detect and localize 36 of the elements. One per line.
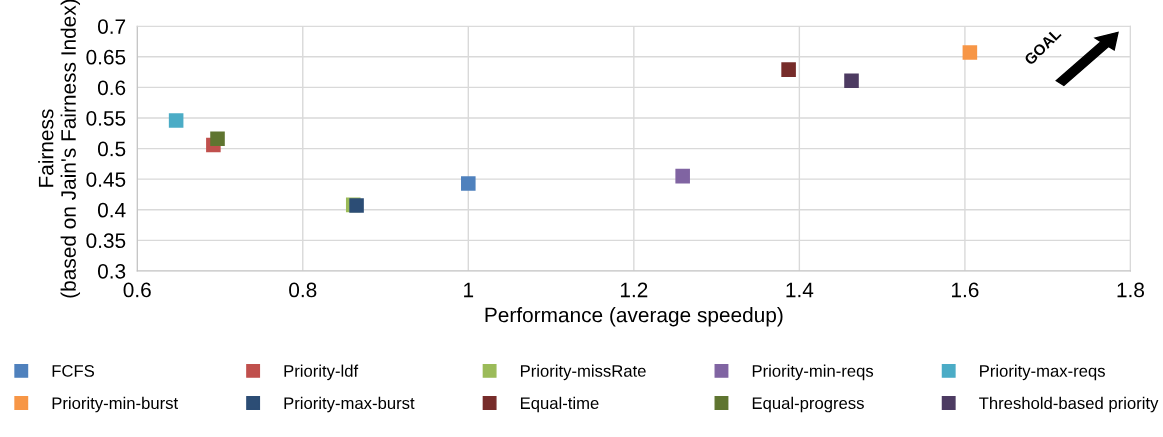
- x-tick-label: 1.6: [952, 282, 979, 298]
- legend-label: FCFS: [52, 365, 95, 377]
- point: [210, 131, 225, 147]
- x-tick-label: 1.2: [620, 282, 648, 298]
- point: [962, 45, 978, 60]
- legend-label: Equal-progress: [752, 396, 864, 413]
- y-tick-label: 0.5: [97, 141, 126, 157]
- point: [675, 168, 690, 184]
- legend-label: Equal-time: [520, 396, 599, 413]
- legend-label: Priority-ldf: [284, 364, 359, 381]
- legend-label: Priority-max-reqs: [980, 364, 1105, 381]
- y-tick-label: 0.45: [86, 172, 126, 187]
- y-tick-label: 0.6: [97, 80, 126, 96]
- x-tick-label: 0.8: [289, 282, 317, 298]
- y-tick-label: 0.4: [97, 202, 126, 218]
- y-tick-label: 0.55: [86, 110, 126, 126]
- point: [781, 62, 796, 77]
- legend-label: Priority-min-reqs: [752, 364, 874, 381]
- y-tick-label: 0.35: [86, 233, 126, 249]
- x-tick-label: 0.6: [123, 282, 151, 298]
- legend-label: Priority-missRate: [520, 364, 646, 381]
- legend-label: Threshold-based priority: [979, 396, 1159, 413]
- point: [844, 73, 859, 88]
- x-tick-label: 1.4: [786, 282, 814, 298]
- point: [461, 176, 476, 191]
- x-tick-label: 1.8: [1117, 282, 1145, 298]
- point: [168, 113, 184, 128]
- x-tick-label: 1: [464, 282, 474, 298]
- point: [349, 198, 364, 213]
- y-tick-label: 0.65: [86, 49, 126, 65]
- y-tick-label: 0.7: [97, 19, 126, 34]
- legend-label: Priority-min-burst: [52, 396, 179, 413]
- legend-label: Priority-max-burst: [284, 396, 415, 413]
- y-tick-label: 0.3: [97, 263, 126, 279]
- y-axis-title: Fairness (based on Jain's Fairness Index): [38, 0, 81, 298]
- x-axis-title: Performance (average speedup): [485, 307, 783, 327]
